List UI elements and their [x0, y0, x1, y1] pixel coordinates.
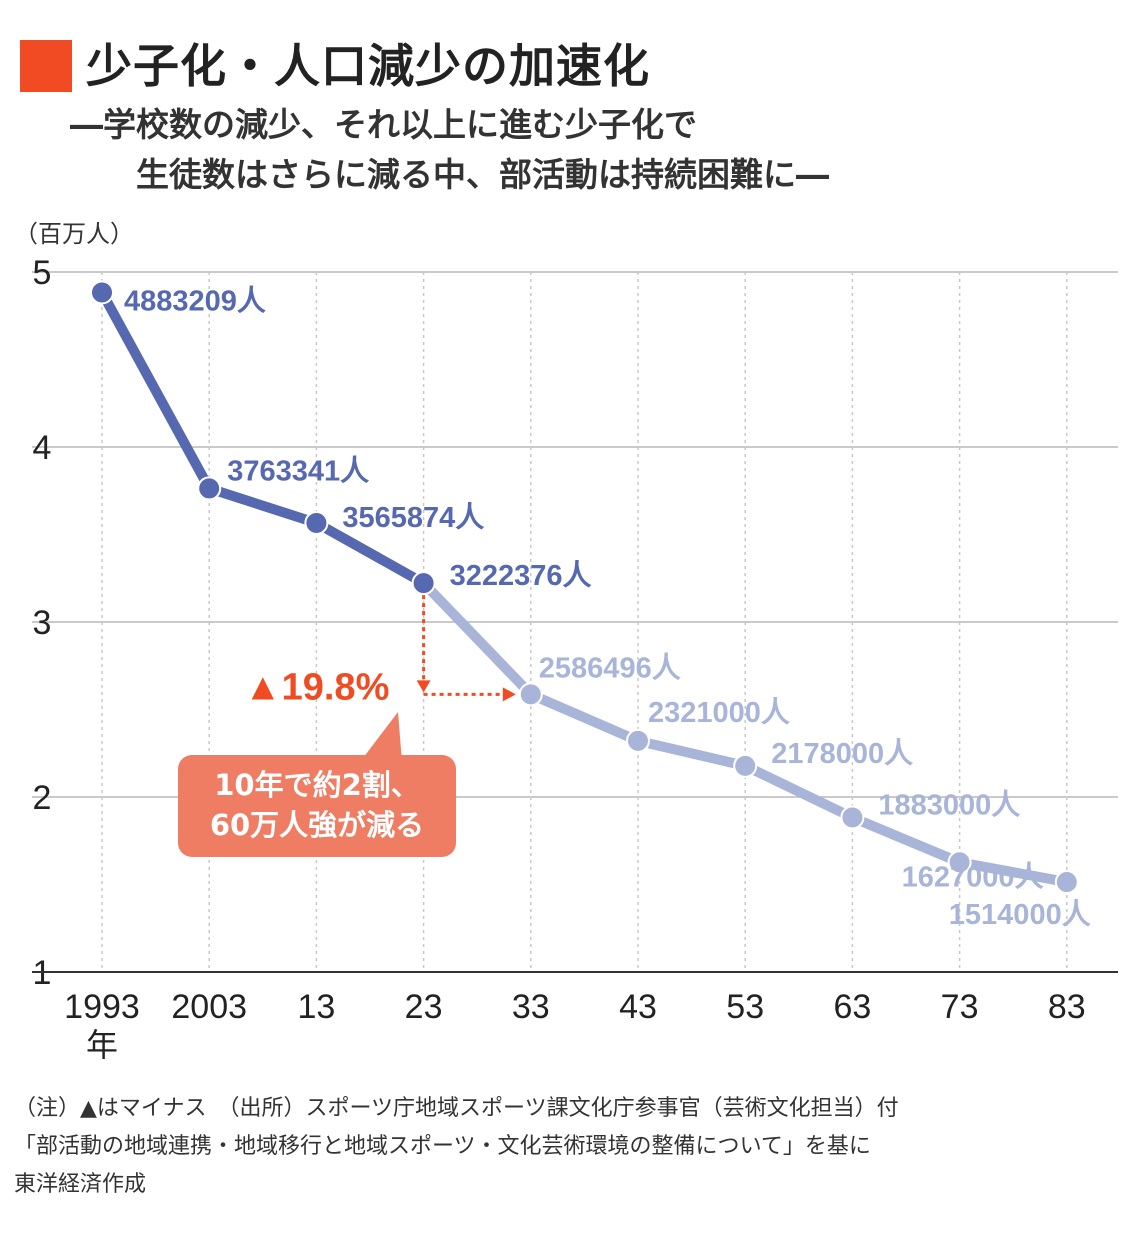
- data-point: [840, 805, 865, 830]
- note-line-2: 「部活動の地域連携・地域移行と地域スポーツ・文化芸術環境の整備について」を基に: [14, 1134, 871, 1159]
- change-percentage-label: ▲19.8%: [244, 666, 389, 708]
- data-point: [1054, 870, 1079, 895]
- x-tick-label: 33: [512, 988, 550, 1026]
- data-label: 1514000人: [949, 898, 1091, 931]
- x-tick-label: 23: [405, 988, 443, 1026]
- data-label: 3565874人: [342, 501, 484, 534]
- data-label: 3222376人: [450, 559, 592, 592]
- x-axis-unit-label: 年: [86, 1026, 118, 1064]
- chart-subtitle: ―学校数の減少、それ以上に進む少子化で 生徒数はさらに減る中、部活動は持続困難に…: [70, 100, 829, 200]
- data-label: 1627000人: [902, 860, 1044, 893]
- x-tick-label: 53: [726, 988, 764, 1026]
- data-point: [304, 510, 329, 535]
- x-tick-label: 73: [941, 988, 979, 1026]
- x-tick-label: 83: [1048, 988, 1086, 1026]
- x-tick-label: 43: [619, 988, 657, 1026]
- y-tick-label: 4: [33, 429, 52, 467]
- data-label: 2178000人: [771, 737, 913, 770]
- change-arrow-right: [502, 687, 516, 702]
- note-line-3: 東洋経済作成: [14, 1172, 147, 1197]
- x-tick-label: 1993: [64, 988, 140, 1026]
- data-label: 1883000人: [878, 788, 1020, 821]
- callout-line-2: 60万人強が減る: [209, 808, 425, 842]
- source-notes: （注）▲はマイナス （出所）スポーツ庁地域スポーツ課文化庁参事官（芸術文化担当）…: [14, 1090, 899, 1204]
- x-tick-label: 13: [297, 988, 335, 1026]
- data-point: [518, 682, 543, 707]
- data-point: [197, 476, 222, 501]
- change-arrow-down: [416, 680, 431, 693]
- projected-series-line: [418, 578, 1072, 888]
- x-tick-label: 63: [833, 988, 871, 1026]
- y-tick-label: 5: [33, 254, 52, 292]
- x-tick-label: 2003: [171, 988, 247, 1026]
- data-label: 3763341人: [227, 454, 369, 487]
- data-label: 2586496人: [539, 651, 681, 684]
- data-point: [626, 728, 650, 753]
- actual-series-line: [97, 287, 429, 589]
- y-tick-label: 3: [33, 604, 52, 642]
- y-axis-unit-label: （百万人）: [14, 220, 134, 248]
- note-line-1: （注）▲はマイナス （出所）スポーツ庁地域スポーツ課文化庁参事官（芸術文化担当）…: [14, 1096, 899, 1121]
- callout-pointer: [360, 712, 402, 762]
- y-tick-label: 2: [33, 779, 52, 817]
- data-label: 2321000人: [648, 696, 790, 729]
- title-marker-square: [20, 40, 72, 92]
- chart-title: 少子化・人口減少の加速化: [86, 39, 650, 93]
- data-point: [90, 280, 114, 305]
- data-label: 4883209人: [124, 284, 266, 317]
- data-point: [411, 571, 436, 596]
- callout-box: 10年で約2割、 60万人強が減る: [178, 755, 456, 857]
- subtitle-line-1: ―学校数の減少、それ以上に進む少子化で: [70, 105, 697, 144]
- callout-line-1: 10年で約2割、: [214, 768, 420, 802]
- data-point: [733, 753, 758, 778]
- subtitle-line-2: 生徒数はさらに減る中、部活動は持続困難に―: [136, 155, 829, 194]
- data-point: [947, 850, 972, 875]
